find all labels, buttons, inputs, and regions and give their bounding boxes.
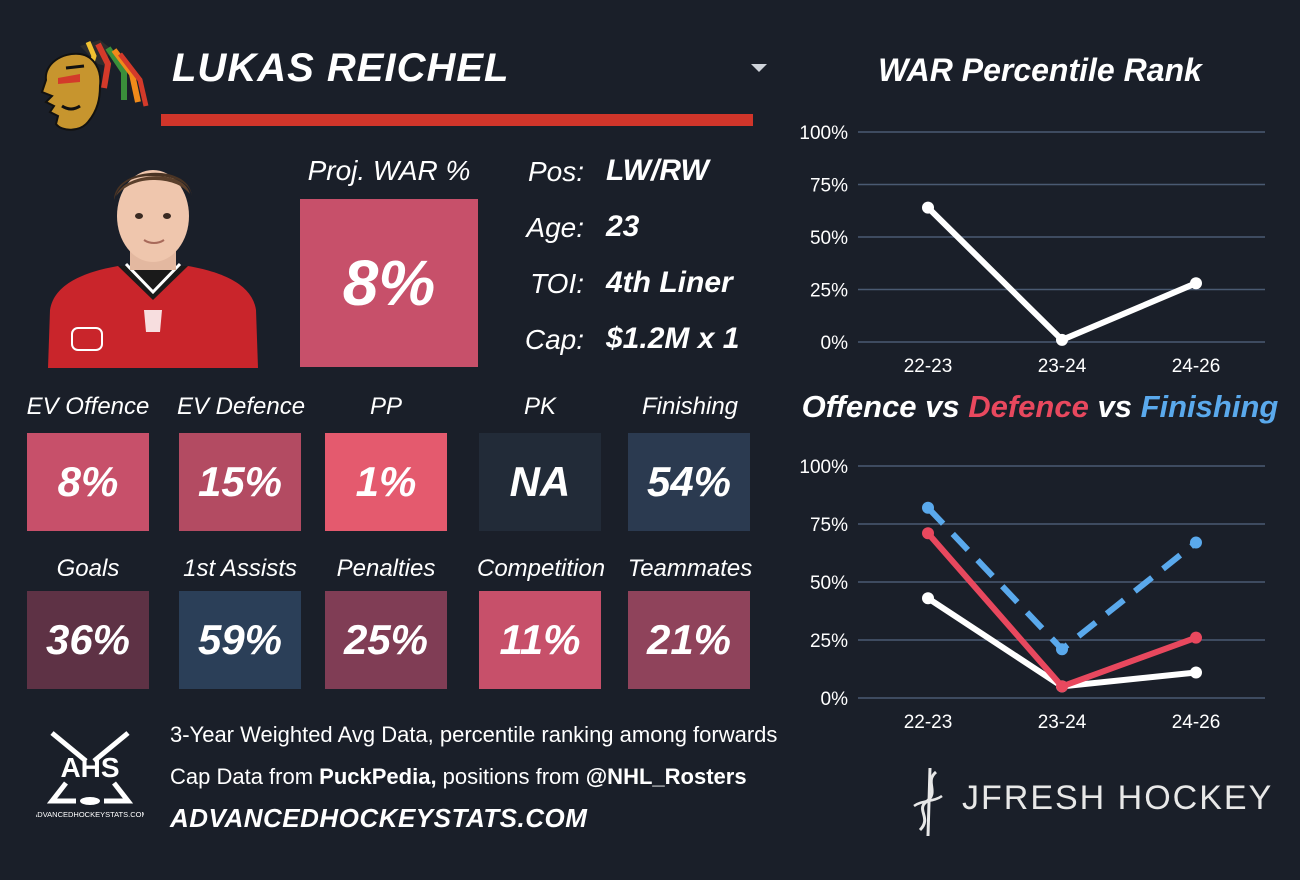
tile-label-ev-offence: EV Offence xyxy=(26,393,150,420)
chart1-y-tick: 0% xyxy=(821,333,849,354)
chart2-point xyxy=(1190,536,1202,549)
chart2-y-tick: 25% xyxy=(810,631,848,652)
ahs-logo-subtext: ADVANCEDHOCKEYSTATS.COM xyxy=(36,810,144,819)
tile-pp: 1% xyxy=(325,433,447,531)
info-value-toi: 4th Liner xyxy=(606,266,733,299)
chart2-title-finishing: Finishing xyxy=(1140,389,1279,424)
info-key-age: Age: xyxy=(526,212,584,243)
chart1-series-line-0 xyxy=(925,204,1199,343)
chart2-x-tick: 22-23 xyxy=(904,712,953,733)
jfresh-hockey-text: JFRESH HOCKEY xyxy=(962,779,1274,817)
tile-teammates: 21% xyxy=(628,591,750,689)
chart2-point xyxy=(922,527,934,540)
chart1-title: WAR Percentile Rank xyxy=(878,52,1202,88)
chart2-point xyxy=(1056,643,1068,656)
info-key-toi: TOI: xyxy=(530,268,584,299)
chart2-title: Offence vs Defence vs Finishing xyxy=(795,389,1285,425)
chart1-y-tick: 25% xyxy=(810,281,848,302)
footer-source-nhl-rosters[interactable]: @NHL_Rosters xyxy=(585,764,747,789)
chart2-point xyxy=(922,592,934,605)
chart2-point xyxy=(1190,666,1202,679)
chart2-y-tick: 100% xyxy=(799,457,848,478)
site-url-link[interactable]: ADVANCEDHOCKEYSTATS.COM xyxy=(170,803,588,833)
info-key-pos: Pos: xyxy=(527,156,584,187)
chart2-point xyxy=(1056,680,1068,693)
tile-label-pk: PK xyxy=(523,393,556,420)
team-logo-icon xyxy=(40,40,149,131)
info-value-age: 23 xyxy=(606,210,640,243)
ahs-logo: AHS ADVANCEDHOCKEYSTATS.COM xyxy=(36,731,144,819)
player-headshot xyxy=(48,170,258,368)
chart2-y-tick: 75% xyxy=(810,515,848,536)
chart2-x-tick: 23-24 xyxy=(1038,712,1087,733)
tile-label-goals: Goals xyxy=(56,555,120,582)
offence-defence-finishing-chart: 100% 75% 50% 25% 0% 22-23 23-24 24-26 xyxy=(799,457,1265,733)
war-percentile-chart: 100% 75% 50% 25% 0% 22-23 23-24 24-26 xyxy=(799,123,1265,377)
tile-finishing: 54% xyxy=(628,433,750,531)
tile-goals: 36% xyxy=(27,591,149,689)
tile-label-finishing: Finishing xyxy=(641,393,739,420)
footer-source-puckpedia[interactable]: PuckPedia, xyxy=(319,764,437,789)
tile-label-pp: PP xyxy=(369,393,402,420)
chart2-series-line-offence xyxy=(925,595,1199,690)
chart1-x-tick: 24-26 xyxy=(1172,356,1221,377)
chart2-y-tick: 50% xyxy=(810,573,848,594)
tile-label-teammates: Teammates xyxy=(627,555,753,582)
chart2-title-defence: Defence xyxy=(968,389,1089,424)
tile-label-1st-assists: 1st Assists xyxy=(183,555,297,582)
footer-line-2: Cap Data from PuckPedia, positions from … xyxy=(170,764,747,790)
tile-ev-defence: 15% xyxy=(179,433,301,531)
tile-label-competition: Competition xyxy=(477,555,606,582)
chart2-title-vs-1: vs xyxy=(916,389,969,424)
info-value-cap: $1.2M x 1 xyxy=(606,322,740,355)
tile-pk: NA xyxy=(479,433,601,531)
name-underline xyxy=(161,114,753,126)
ahs-logo-text: AHS xyxy=(60,752,119,783)
jfresh-logo-icon xyxy=(913,767,943,837)
chart1-point xyxy=(1190,277,1202,290)
footer-line-2-middle: positions from xyxy=(436,764,586,789)
chart2-point xyxy=(1190,631,1202,644)
proj-war-label: Proj. WAR % xyxy=(307,155,471,186)
chart1-y-tick: 100% xyxy=(799,123,848,144)
chart2-y-tick: 0% xyxy=(821,689,849,710)
chart2-series-line-defence xyxy=(925,530,1199,690)
chart2-title-vs-2: vs xyxy=(1088,389,1141,424)
proj-war-value: 8% xyxy=(300,199,478,367)
tile-penalties: 25% xyxy=(325,591,447,689)
chevron-down-icon[interactable] xyxy=(750,62,768,74)
chart1-point xyxy=(1056,333,1068,346)
chart1-y-tick: 50% xyxy=(810,228,848,249)
chart1-y-tick: 75% xyxy=(810,176,848,197)
info-key-cap: Cap: xyxy=(524,324,584,355)
tile-1st-assists: 59% xyxy=(179,591,301,689)
info-value-pos: LW/RW xyxy=(606,154,709,187)
tile-label-penalties: Penalties xyxy=(336,555,436,582)
chart1-x-tick: 23-24 xyxy=(1038,356,1087,377)
tile-competition: 11% xyxy=(479,591,601,689)
chart1-x-tick: 22-23 xyxy=(904,356,953,377)
tile-ev-offence: 8% xyxy=(27,433,149,531)
chart2-x-tick: 24-26 xyxy=(1172,712,1221,733)
player-name: LUKAS REICHEL xyxy=(172,46,510,90)
chart2-title-offence: Offence xyxy=(801,389,917,424)
footer-line-1: 3-Year Weighted Avg Data, percentile ran… xyxy=(170,722,778,747)
footer-line-2-prefix: Cap Data from xyxy=(170,764,320,789)
chart1-point xyxy=(922,201,934,214)
tile-label-ev-defence: EV Defence xyxy=(177,393,306,420)
chart2-point xyxy=(922,501,934,514)
